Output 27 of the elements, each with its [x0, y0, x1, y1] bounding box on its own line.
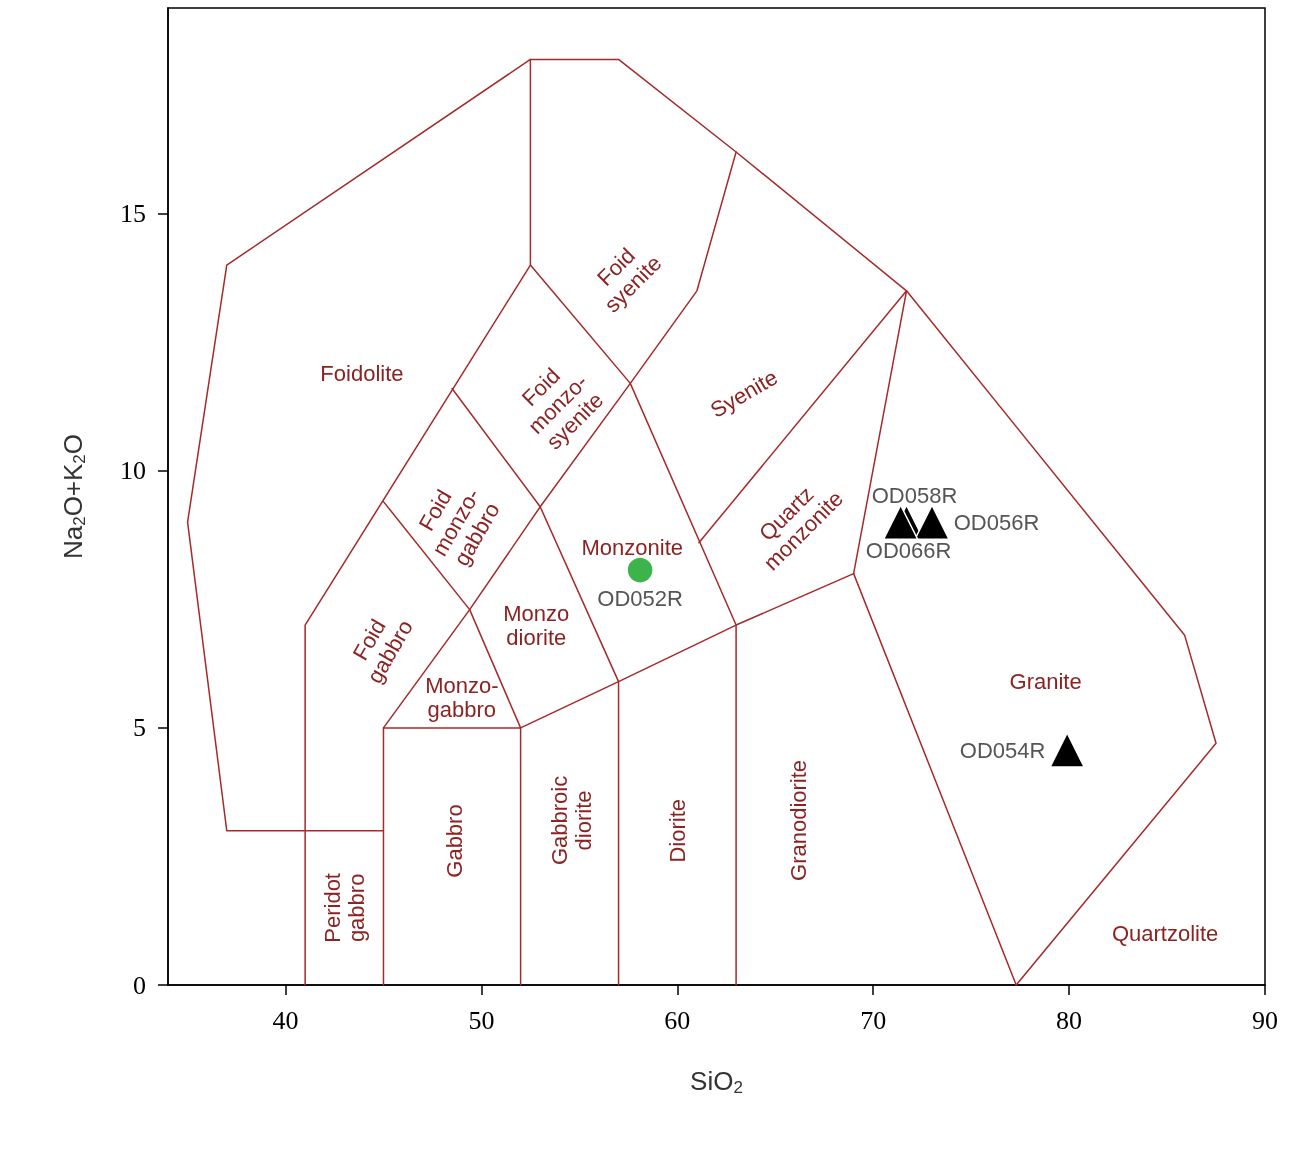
series-label: OD052R: [597, 586, 683, 612]
x-tick-label: 40: [272, 1005, 299, 1035]
x-tick-label: 70: [860, 1005, 887, 1035]
annotation: Foidolite: [320, 360, 404, 386]
annotation: Gabbro: [441, 804, 467, 878]
annotation: Granodiorite: [786, 759, 812, 881]
annotation: Monzonite: [581, 535, 684, 561]
annotation: Monzo diorite: [503, 600, 570, 650]
annotation: Diorite: [664, 798, 690, 863]
y-tick-label: 0: [133, 970, 146, 1000]
y-tick-label: 5: [133, 713, 146, 743]
series-label: OD056R: [953, 509, 1040, 535]
annotation: Gabbroic diorite: [547, 775, 597, 866]
series-label: OD066R: [865, 538, 952, 564]
annotation: Granite: [1009, 669, 1082, 695]
x-tick-label: 60: [664, 1005, 691, 1035]
x-tick-label: 80: [1056, 1005, 1083, 1035]
y-tick-label: 10: [120, 456, 146, 486]
y-tick-label: 15: [120, 199, 146, 229]
x-tick-label: 90: [1252, 1005, 1278, 1035]
series-label: OD054R: [959, 737, 1046, 763]
x-tick-label: 50: [468, 1005, 495, 1035]
annotation: Quartzolite: [1111, 921, 1219, 947]
y-axis-title: Na2O+K2O: [57, 433, 89, 560]
series-label: OD058R: [871, 482, 958, 508]
annotation: Peridot gabbro: [319, 873, 369, 943]
annotation: Monzo- gabbro: [425, 672, 499, 722]
